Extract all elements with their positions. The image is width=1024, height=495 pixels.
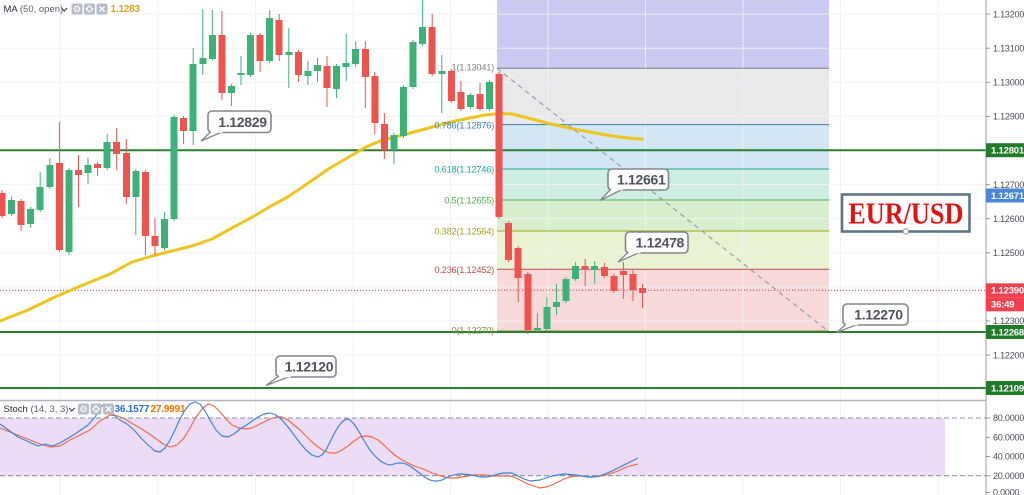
svg-text:40.0000: 40.0000 bbox=[993, 452, 1024, 462]
svg-text:1.12671: 1.12671 bbox=[991, 191, 1024, 202]
svg-text:1.12200: 1.12200 bbox=[993, 350, 1024, 360]
svg-text:1.12390: 1.12390 bbox=[991, 286, 1024, 297]
svg-text:0.0000: 0.0000 bbox=[993, 488, 1020, 495]
svg-text:EUR/USD: EUR/USD bbox=[848, 198, 963, 231]
svg-text:1.12700: 1.12700 bbox=[993, 180, 1024, 190]
svg-text:0.5(1.12655): 0.5(1.12655) bbox=[444, 196, 494, 206]
svg-text:0.618(1.12746): 0.618(1.12746) bbox=[434, 165, 494, 175]
svg-text:0.786(1.12876): 0.786(1.12876) bbox=[434, 120, 494, 130]
svg-text:MA (50, open): MA (50, open) bbox=[4, 4, 64, 15]
svg-text:1.12600: 1.12600 bbox=[993, 214, 1024, 224]
svg-text:0(1.12270): 0(1.12270) bbox=[452, 326, 495, 336]
svg-text:1.12801: 1.12801 bbox=[991, 146, 1024, 157]
svg-text:1.13200: 1.13200 bbox=[993, 9, 1024, 19]
svg-text:1(1.13041): 1(1.13041) bbox=[452, 62, 495, 72]
svg-text:27.9991: 27.9991 bbox=[151, 404, 186, 415]
svg-text:1.1283: 1.1283 bbox=[111, 4, 141, 15]
svg-text:1.12829: 1.12829 bbox=[218, 114, 267, 130]
svg-text:0.382(1.12564): 0.382(1.12564) bbox=[434, 227, 494, 237]
svg-text:1.12478: 1.12478 bbox=[636, 235, 685, 251]
svg-text:1.13000: 1.13000 bbox=[993, 78, 1024, 88]
svg-text:Stoch (14, 3, 3): Stoch (14, 3, 3) bbox=[4, 404, 69, 415]
svg-text:1.13100: 1.13100 bbox=[993, 43, 1024, 53]
svg-text:1.12109: 1.12109 bbox=[991, 383, 1024, 394]
svg-text:80.0000: 80.0000 bbox=[993, 413, 1024, 423]
svg-text:0.236(1.12452): 0.236(1.12452) bbox=[434, 265, 494, 275]
svg-text:36:49: 36:49 bbox=[991, 300, 1014, 311]
svg-text:20.0000: 20.0000 bbox=[993, 471, 1024, 481]
svg-text:60.0000: 60.0000 bbox=[993, 433, 1024, 443]
svg-text:1.12120: 1.12120 bbox=[285, 359, 334, 375]
svg-text:1.12268: 1.12268 bbox=[991, 327, 1024, 338]
svg-text:1.12661: 1.12661 bbox=[617, 172, 666, 188]
svg-text:1.12270: 1.12270 bbox=[854, 307, 903, 323]
svg-text:36.1577: 36.1577 bbox=[115, 404, 150, 415]
svg-text:1.12300: 1.12300 bbox=[993, 316, 1024, 326]
svg-text:1.12900: 1.12900 bbox=[993, 112, 1024, 122]
svg-text:1.12500: 1.12500 bbox=[993, 248, 1024, 258]
